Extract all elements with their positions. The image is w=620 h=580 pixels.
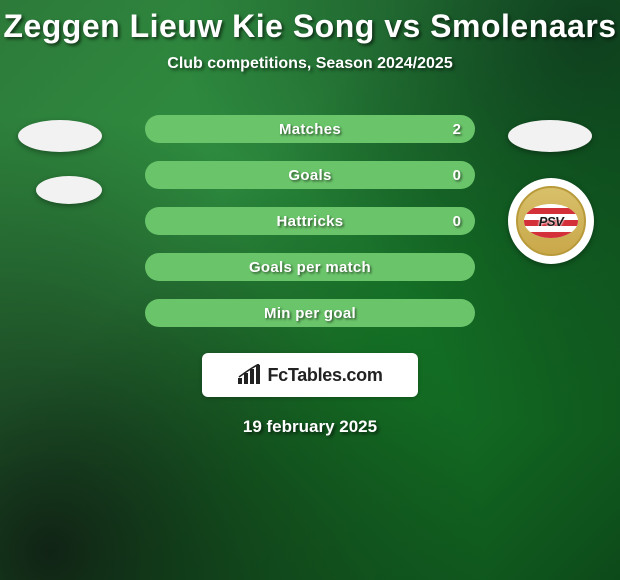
stat-label: Goals per match — [249, 259, 371, 276]
stat-bar-min-per-goal: Min per goal — [145, 299, 475, 327]
stat-label: Matches — [279, 121, 341, 138]
stat-bar-matches: Matches 2 — [145, 115, 475, 143]
page-title: Zeggen Lieuw Kie Song vs Smolenaars — [0, 0, 620, 45]
stat-label: Hattricks — [277, 213, 344, 230]
stat-value: 0 — [453, 213, 461, 230]
footer-brand-badge: FcTables.com — [202, 353, 418, 397]
right-team-badge-psv: PSV — [508, 178, 594, 264]
left-team-badge-2 — [36, 176, 102, 204]
stat-bar-goals-per-match: Goals per match — [145, 253, 475, 281]
footer-date: 19 february 2025 — [0, 417, 620, 437]
stat-value: 0 — [453, 167, 461, 184]
psv-crest-icon: PSV — [516, 186, 586, 256]
stat-label: Goals — [288, 167, 331, 184]
stat-bar-hattricks: Hattricks 0 — [145, 207, 475, 235]
footer-brand-text: FcTables.com — [267, 365, 382, 386]
subtitle: Club competitions, Season 2024/2025 — [0, 55, 620, 73]
stat-bar-goals: Goals 0 — [145, 161, 475, 189]
right-team-badge-1 — [508, 120, 592, 152]
stat-label: Min per goal — [264, 305, 356, 322]
stat-value: 2 — [453, 121, 461, 138]
stat-bars: Matches 2 Goals 0 Hattricks 0 Goals per … — [145, 115, 475, 327]
chart-bars-icon — [237, 364, 263, 386]
left-team-badge-1 — [18, 120, 102, 152]
